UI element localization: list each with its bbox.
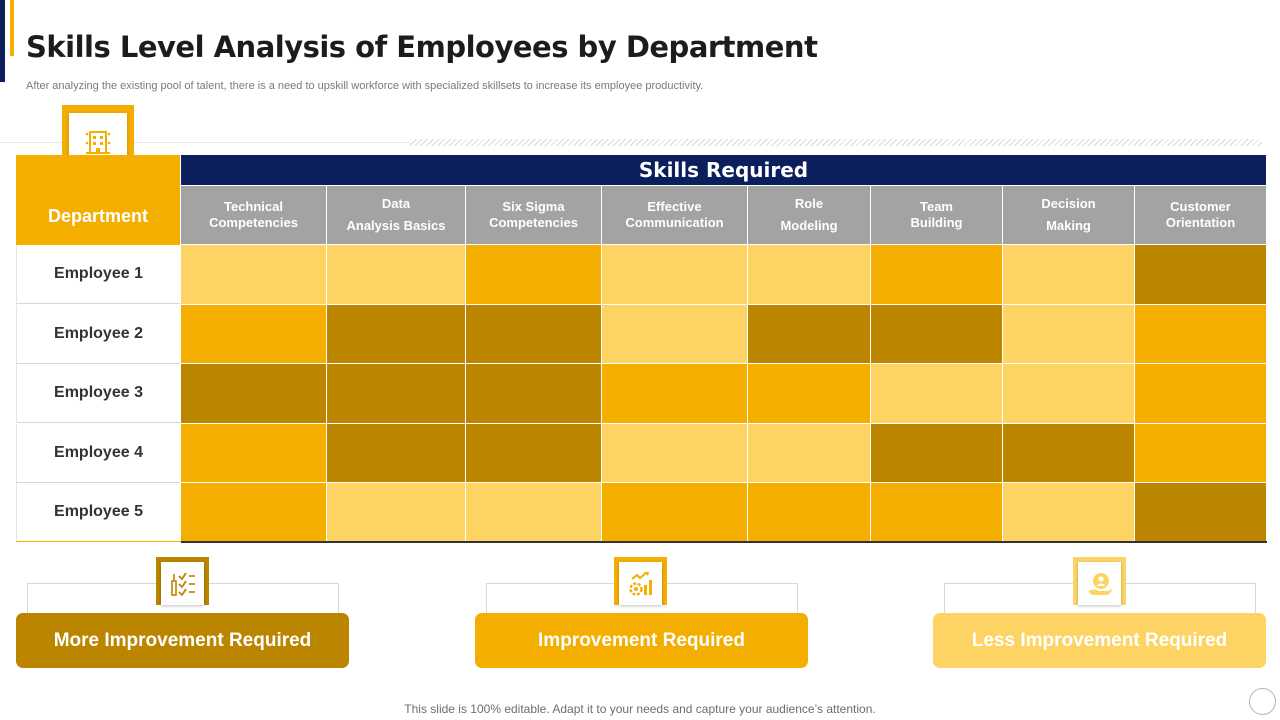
- column-header-technical: Technical Competencies: [181, 186, 326, 244]
- person-hand-icon: [1087, 572, 1112, 595]
- heatmap-cell-improvement: [466, 245, 601, 304]
- legend-icon-box-more: [161, 562, 204, 605]
- heatmap-cell-less: [466, 483, 601, 541]
- building-icon: [85, 130, 111, 154]
- column-header-line2: Communication: [625, 215, 724, 230]
- page-title: Skills Level Analysis of Employees by De…: [26, 30, 818, 64]
- heatmap-cell-less: [1003, 305, 1134, 363]
- column-header-line1: Technical: [223, 199, 283, 214]
- heatmap-cell-less: [871, 364, 1002, 423]
- column-header-line2: Competencies: [489, 215, 578, 230]
- heatmap-cell-improvement: [871, 483, 1002, 541]
- column-header-line2: Analysis Basics: [346, 218, 446, 233]
- heatmap-cell-less: [1003, 364, 1134, 423]
- heatmap-cell-improvement: [1135, 424, 1266, 482]
- accent-bar-navy: [0, 0, 5, 82]
- column-header-line1: Six Sigma: [502, 199, 565, 214]
- heatmap-cell-less: [181, 245, 326, 304]
- heatmap-cell-more: [1003, 424, 1134, 482]
- row-label-employee-4: Employee 4: [16, 424, 180, 483]
- column-header-line2: Making: [1046, 218, 1091, 233]
- heatmap-cell-more: [871, 305, 1002, 363]
- row-label-employee-1: Employee 1: [16, 245, 180, 304]
- heatmap-cell-improvement: [748, 364, 870, 423]
- legend-less-improvement: Less Improvement Required: [933, 613, 1266, 668]
- legend-improvement: Improvement Required: [475, 613, 808, 668]
- heatmap-cell-more: [466, 305, 601, 363]
- heatmap-cell-less: [602, 245, 747, 304]
- legend-more-improvement: More Improvement Required: [16, 613, 349, 668]
- column-header-role-modeling: Role Modeling: [748, 186, 870, 244]
- heatmap-cell-more: [181, 364, 326, 423]
- row-label-employee-2: Employee 2: [16, 305, 180, 364]
- divider-line: [0, 142, 410, 143]
- column-header-line1: Decision: [1041, 196, 1096, 211]
- heatmap-cell-less: [327, 483, 465, 541]
- row-label-employee-3: Employee 3: [16, 364, 180, 423]
- heatmap-cell-less: [1003, 245, 1134, 304]
- growth-gear-icon: [628, 571, 652, 596]
- heatmap-cell-less: [1003, 483, 1134, 541]
- heatmap-cell-more: [327, 305, 465, 363]
- table-bottom-line: [181, 541, 1267, 543]
- column-header-communication: Effective Communication: [602, 186, 747, 244]
- footer-note: This slide is 100% editable. Adapt it to…: [404, 702, 876, 716]
- divider-hatch: [410, 139, 1262, 146]
- column-header-line1: Data: [381, 196, 411, 211]
- heatmap-cell-less: [602, 305, 747, 363]
- heatmap-cell-improvement: [181, 305, 326, 363]
- heatmap-cell-improvement: [602, 483, 747, 541]
- heatmap-cell-less: [748, 424, 870, 482]
- heatmap-cell-less: [602, 424, 747, 482]
- table-bottom-line-left: [16, 541, 181, 542]
- column-header-line1: Role: [794, 196, 824, 211]
- column-header-team-building: Team Building: [871, 186, 1002, 244]
- heatmap-cell-more: [466, 424, 601, 482]
- department-header: Department: [16, 155, 180, 245]
- heatmap-cell-improvement: [1135, 364, 1266, 423]
- page-subtitle: After analyzing the existing pool of tal…: [26, 80, 704, 92]
- legend-icon-box-less: [1078, 562, 1121, 605]
- column-header-line2: Orientation: [1165, 215, 1236, 230]
- column-header-decision-making: Decision Making: [1003, 186, 1134, 244]
- heatmap-cell-more: [748, 305, 870, 363]
- accent-bar-gold: [10, 0, 14, 56]
- column-header-line2: Competencies: [209, 215, 298, 230]
- heatmap-cell-more: [327, 424, 465, 482]
- legend-icon-box-improvement: [619, 562, 662, 605]
- row-label-employee-5: Employee 5: [16, 483, 180, 542]
- heatmap-cell-improvement: [181, 424, 326, 482]
- heatmap-cell-improvement: [1135, 305, 1266, 363]
- heatmap-cell-more: [1135, 245, 1266, 304]
- column-header-line2: Modeling: [780, 218, 838, 233]
- heatmap-cell-more: [1135, 483, 1266, 541]
- column-header-line1: Customer: [1170, 199, 1231, 214]
- heatmap-cell-improvement: [871, 245, 1002, 304]
- heatmap-cell-more: [466, 364, 601, 423]
- column-header-line2: Building: [910, 215, 963, 230]
- heatmap-cell-improvement: [181, 483, 326, 541]
- checklist-icon: [170, 572, 195, 596]
- heatmap-cell-less: [748, 245, 870, 304]
- heatmap-cell-improvement: [748, 483, 870, 541]
- heatmap-cell-more: [327, 364, 465, 423]
- column-header-data-analysis: Data Analysis Basics: [327, 186, 465, 244]
- skills-required-header: Skills Required: [181, 155, 1266, 185]
- heatmap-cell-less: [327, 245, 465, 304]
- heatmap-cell-improvement: [602, 364, 747, 423]
- column-header-line1: Team: [920, 199, 953, 214]
- column-header-line1: Effective: [647, 199, 702, 214]
- column-header-customer-orientation: Customer Orientation: [1135, 186, 1266, 244]
- column-header-six-sigma: Six Sigma Competencies: [466, 186, 601, 244]
- heatmap-cell-more: [871, 424, 1002, 482]
- page-indicator-circle: [1249, 688, 1276, 715]
